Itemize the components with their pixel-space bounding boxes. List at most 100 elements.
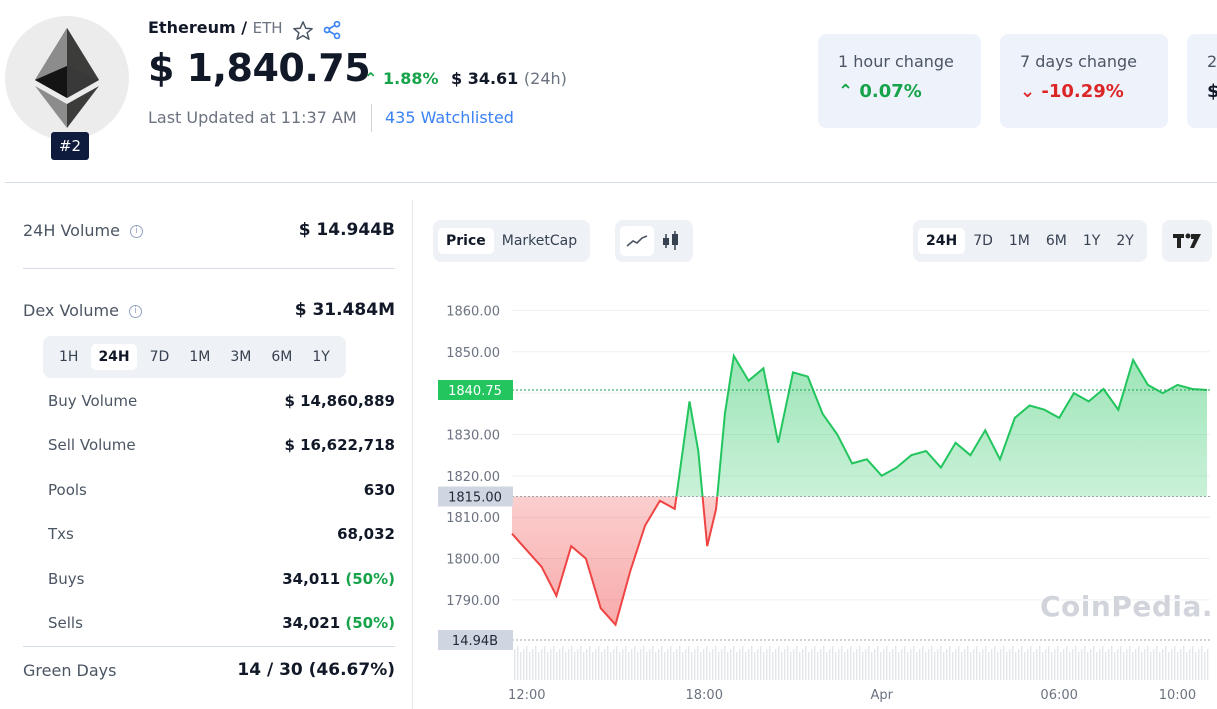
volume-bar [1084, 646, 1086, 680]
volume-bar [727, 652, 729, 680]
volume-bar [775, 649, 777, 680]
volume-bar [1021, 646, 1023, 680]
volume-bar [865, 649, 867, 680]
volume-bar [1153, 649, 1155, 680]
tab-1y[interactable]: 1Y [312, 349, 330, 365]
baseline-tag [438, 486, 513, 507]
candlestick-icon[interactable] [654, 226, 688, 256]
arrow-up-icon: ⌃ [364, 69, 378, 88]
row-value: 34,021 (50%) [282, 614, 395, 632]
tab-6m[interactable]: 6M [271, 349, 293, 365]
range-1y[interactable]: 1Y [1082, 233, 1101, 249]
volume-bar [1069, 652, 1071, 680]
volume-bar [880, 652, 882, 680]
row-value: 630 [363, 481, 395, 499]
volume-bar [1030, 646, 1032, 680]
card-7d-change: 7 days change ⌄ -10.29% [1000, 34, 1168, 128]
row-label: Txs [48, 525, 74, 543]
volume-bar [811, 649, 813, 680]
tab-1h[interactable]: 1H [59, 349, 79, 365]
volume-bar [1060, 652, 1062, 680]
tab-1m[interactable]: 1M [189, 349, 211, 365]
volume-bar [889, 652, 891, 680]
volume-bar [901, 649, 903, 680]
volume-bar [640, 649, 642, 680]
volume-bar [634, 646, 636, 680]
volume-bar [850, 646, 852, 680]
volume-bar [1015, 652, 1017, 680]
card-label: 7 days change [1020, 52, 1137, 71]
volume-bar [520, 652, 522, 680]
volume-bar [1078, 652, 1080, 680]
volume-bar [1159, 652, 1161, 680]
volume-bar [1003, 646, 1005, 680]
volume-bar [994, 646, 996, 680]
volume-label: 14.94B [452, 634, 498, 649]
price-chart[interactable]: 1860.001850.001840.001830.001820.001810.… [430, 288, 1217, 709]
dex-volume-label: Dex Volume i [23, 301, 142, 320]
volume-bar [781, 652, 783, 680]
volume-bar [514, 649, 516, 680]
volume-bar [673, 652, 675, 680]
tradingview-button[interactable] [1162, 220, 1212, 262]
marketcap-toggle[interactable]: MarketCap [501, 233, 578, 249]
volume-bar [1090, 649, 1092, 680]
volume-bar [676, 649, 678, 680]
range-1m[interactable]: 1M [1008, 233, 1030, 249]
volume-bar [868, 646, 870, 680]
volume-bar [835, 652, 837, 680]
range-7d[interactable]: 7D [973, 233, 993, 249]
volume-bar [637, 652, 639, 680]
volume-bar [982, 649, 984, 680]
range-24h[interactable]: 24H [918, 228, 966, 254]
volume-bar [841, 646, 843, 680]
volume-bar [991, 649, 993, 680]
volume-bar [652, 646, 654, 680]
volume-bar [1168, 652, 1170, 680]
volume-bar [937, 649, 939, 680]
volume-bar [1051, 652, 1053, 680]
tab-24h[interactable]: 24H [91, 344, 137, 370]
volume-bar [619, 652, 621, 680]
volume-bar [1075, 646, 1077, 680]
chevron-up-icon: ⌃ [838, 81, 854, 102]
volume-bar [790, 652, 792, 680]
volume-bar [760, 646, 762, 680]
volume-bar [544, 646, 546, 680]
volume-bar [559, 649, 561, 680]
y-tick-label: 1860.00 [446, 304, 500, 319]
volume-bar [1207, 649, 1209, 680]
volume-bar [1009, 649, 1011, 680]
range-2y[interactable]: 2Y [1116, 233, 1134, 249]
volume-bar [814, 646, 816, 680]
share-icon[interactable] [322, 20, 342, 40]
rank-badge: #2 [51, 132, 89, 160]
volume-bar [823, 646, 825, 680]
volume-bar [547, 652, 549, 680]
price-change-absolute: $ 34.61 (24h) [451, 69, 567, 88]
volume-bar [622, 649, 624, 680]
info-icon[interactable]: i [129, 224, 143, 238]
green-days-value: 14 / 30 (46.67%) [237, 660, 395, 680]
x-tick-label: 10:00 [1159, 688, 1196, 703]
divider [23, 646, 395, 647]
txs-row: Txs 68,032 [48, 525, 395, 543]
volume-bar [1147, 646, 1149, 680]
current-price: $ 1,840.75 [148, 46, 371, 90]
volume-bar [1186, 652, 1188, 680]
line-chart-icon[interactable] [620, 226, 654, 256]
info-icon[interactable]: i [128, 304, 142, 318]
volume-bar [748, 649, 750, 680]
tab-7d[interactable]: 7D [149, 349, 170, 365]
volume-bar [688, 646, 690, 680]
price-toggle[interactable]: Price [438, 228, 494, 254]
volume-bar [649, 649, 651, 680]
star-icon[interactable] [292, 20, 314, 42]
tab-3m[interactable]: 3M [230, 349, 252, 365]
watchlist-count[interactable]: 435 Watchlisted [385, 108, 514, 127]
row-value: 34,011 (50%) [282, 570, 395, 588]
header-divider [371, 104, 372, 132]
volume-bar [682, 652, 684, 680]
volume-bar [961, 652, 963, 680]
range-6m[interactable]: 6M [1045, 233, 1067, 249]
